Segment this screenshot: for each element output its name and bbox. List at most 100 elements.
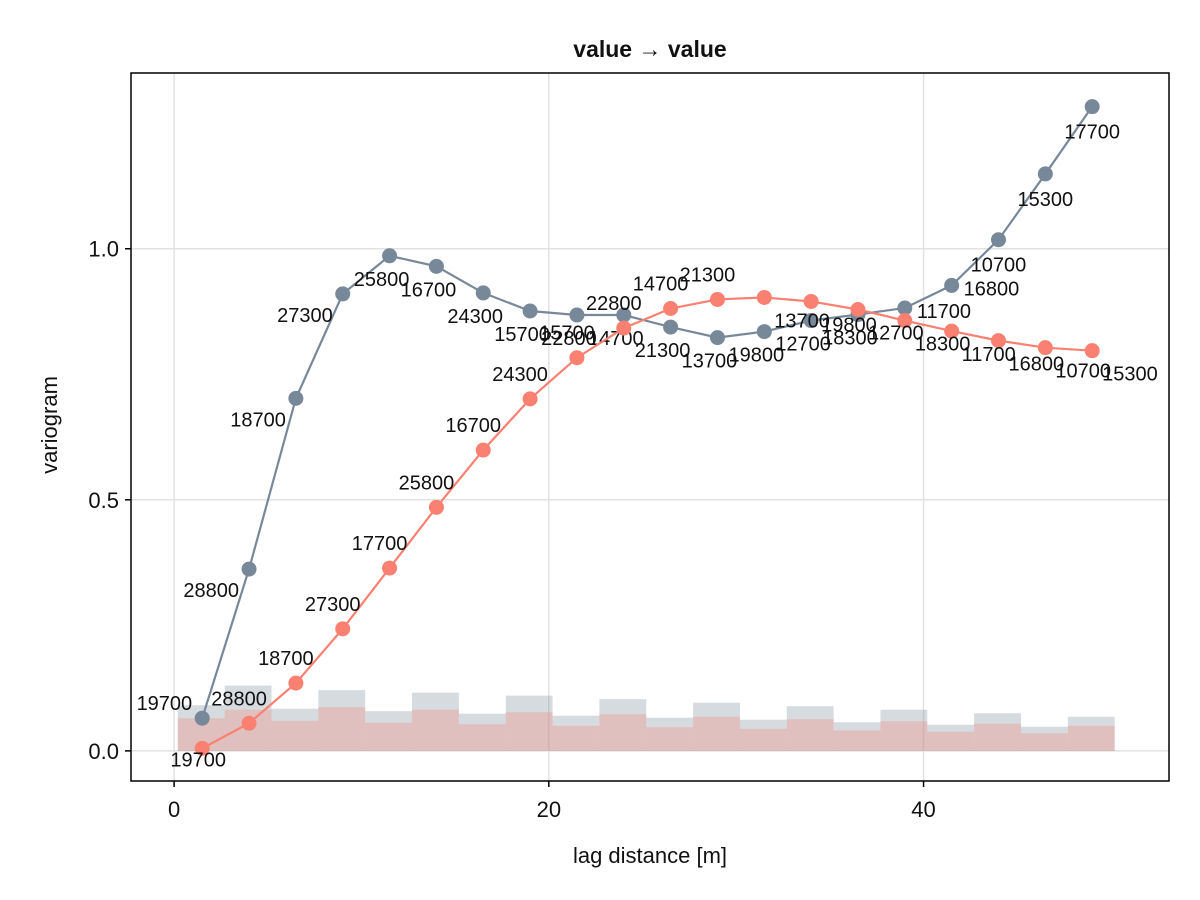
histogram-bar-gray	[739, 719, 787, 751]
histogram-bar-gray	[412, 692, 459, 751]
data-point	[522, 391, 538, 407]
data-point	[428, 258, 444, 274]
histogram-bar-gray	[880, 709, 928, 751]
point-count-label: 24300	[492, 364, 548, 386]
data-point	[663, 300, 679, 316]
point-count-label: 19800	[728, 345, 784, 367]
histogram-bar-salmon	[271, 720, 319, 751]
point-count-label: 15300	[1102, 364, 1158, 386]
histogram-bar-gray	[1020, 726, 1068, 751]
histogram-bar-salmon	[552, 725, 600, 751]
histogram-bar-salmon	[1020, 733, 1068, 751]
data-point	[569, 350, 585, 366]
histogram-bar-gray	[318, 690, 366, 751]
data-point	[475, 442, 491, 458]
data-point	[194, 710, 210, 726]
x-tick-label: 20	[537, 797, 561, 822]
point-count-label: 21300	[635, 340, 691, 362]
histogram-bar-salmon	[739, 728, 787, 751]
series-line	[201, 106, 1094, 719]
data-point	[335, 286, 351, 302]
data-point	[850, 302, 866, 318]
point-count-label: 28800	[211, 688, 267, 710]
data-point	[663, 319, 679, 335]
histogram-bar-salmon	[458, 724, 506, 751]
point-count-label: 12700	[868, 323, 924, 345]
histogram-bar-salmon	[1067, 725, 1115, 751]
histogram-bar-salmon	[365, 722, 413, 751]
histogram-bar-salmon	[318, 707, 366, 751]
data-point	[522, 303, 538, 319]
point-count-label: 13700	[774, 310, 830, 332]
point-count-label: 28800	[183, 580, 239, 602]
point-count-label: 25800	[399, 472, 455, 494]
histogram-bar-gray	[646, 717, 694, 751]
histogram-bar-gray	[271, 708, 319, 751]
data-point	[1084, 99, 1100, 115]
point-count-label: 17700	[352, 533, 408, 555]
data-point	[944, 323, 960, 339]
point-count-label: 15300	[1018, 189, 1074, 211]
data-point	[756, 324, 772, 340]
point-count-label: 21300	[680, 264, 736, 286]
data-point	[382, 560, 398, 576]
point-count-label: 10700	[971, 255, 1027, 277]
data-point	[897, 300, 913, 316]
histogram-bar-salmon	[599, 714, 647, 751]
histogram-bar-salmon	[974, 723, 1021, 751]
point-count-label: 14700	[588, 328, 644, 350]
point-count-label: 16800	[1008, 354, 1064, 376]
histogram-bar-gray	[833, 722, 881, 751]
histogram-bar-gray	[927, 724, 975, 751]
data-point	[1084, 343, 1100, 359]
data-point	[335, 621, 351, 637]
x-axis-label: lag distance [m]	[573, 843, 727, 868]
data-point	[803, 313, 819, 329]
histogram-bar-salmon	[505, 712, 553, 751]
histogram-bar-gray	[505, 695, 553, 751]
data-point	[803, 293, 819, 309]
point-count-label: 22800	[541, 328, 597, 350]
x-tick-label: 0	[168, 797, 180, 822]
data-point	[288, 390, 304, 406]
point-count-label: 15700	[539, 323, 595, 345]
point-count-label: 18700	[230, 409, 286, 431]
point-count-label: 17700	[1064, 122, 1120, 144]
histogram-bar-gray	[458, 713, 506, 751]
data-point	[241, 561, 257, 577]
series-series_salmon: 1970028800187002730017700258001670024300…	[170, 264, 1157, 771]
point-count-label: 19700	[170, 749, 226, 771]
data-point	[382, 248, 398, 264]
histogram-bar-gray	[1067, 716, 1115, 751]
data-point	[756, 289, 772, 305]
data-point	[709, 291, 725, 307]
histogram-bar-gray	[365, 711, 413, 751]
x-tick-label: 40	[911, 797, 935, 822]
point-count-label: 16800	[964, 278, 1020, 300]
histogram-bar-gray	[552, 715, 600, 751]
point-count-label: 14700	[633, 273, 689, 295]
grid-lines	[131, 73, 1169, 781]
histogram-bar-salmon	[880, 721, 928, 751]
point-count-label: 19700	[137, 693, 193, 715]
histogram-bar-salmon	[693, 716, 740, 751]
point-count-label: 19800	[821, 314, 877, 336]
data-point	[569, 307, 585, 323]
histogram-bar-salmon	[646, 727, 694, 751]
y-tick-label: 1.0	[88, 237, 119, 262]
point-count-label: 16700	[445, 415, 501, 437]
data-point	[990, 232, 1006, 248]
point-count-label: 18300	[915, 334, 971, 356]
chart-title: value → value	[573, 36, 726, 62]
point-count-label: 24300	[447, 306, 503, 328]
histogram-bar-salmon	[412, 709, 459, 751]
plot-frame	[130, 72, 1170, 782]
data-point	[897, 313, 913, 329]
data-point	[616, 320, 632, 336]
lag-histogram	[177, 685, 1115, 751]
point-count-label: 11700	[962, 344, 1016, 366]
data-point	[475, 285, 491, 301]
y-tick-label: 0.5	[88, 488, 119, 513]
